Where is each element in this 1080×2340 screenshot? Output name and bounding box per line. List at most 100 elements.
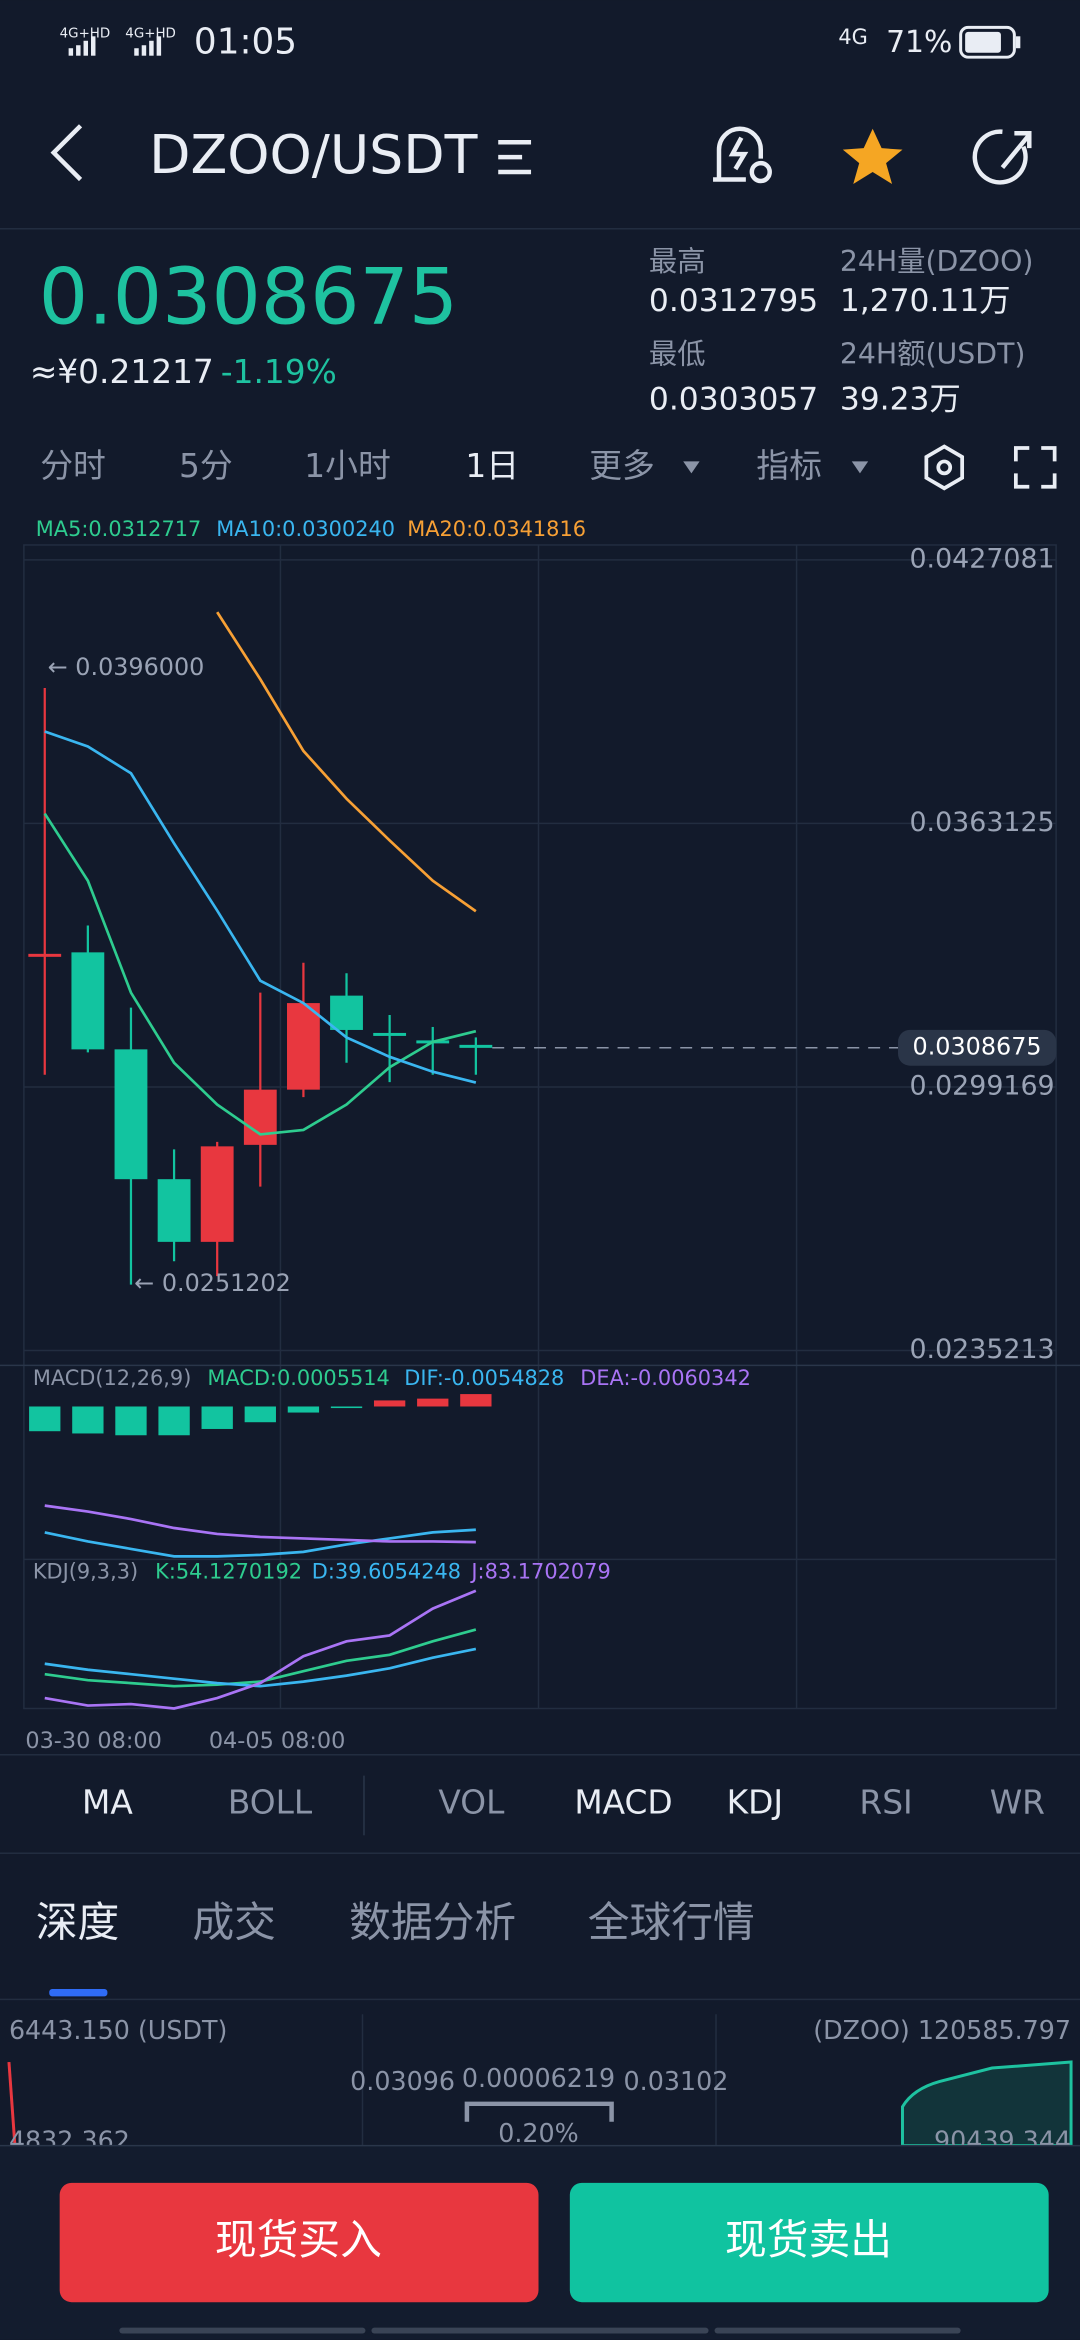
candle-body — [287, 1003, 320, 1090]
ma20-legend: MA20:0.0341816 — [407, 517, 586, 541]
interval-tab[interactable]: 分时 — [40, 447, 106, 485]
last-price: 0.0308675 — [39, 252, 458, 342]
dropdown-arrow — [851, 461, 869, 474]
macd-value: MACD:0.0005514 — [207, 1366, 389, 1390]
section-tab[interactable]: 全球行情 — [588, 1897, 755, 1946]
last-price-tag — [898, 1029, 1057, 1066]
dif-value: DIF:-0.0054828 — [404, 1366, 564, 1390]
candle-body — [373, 1032, 407, 1036]
sell-button[interactable] — [569, 2182, 1049, 2303]
buy-button-label[interactable]: 现货买入 — [215, 2215, 382, 2264]
kdj-title: KDJ(9,3,3) — [33, 1560, 138, 1584]
macd-bar — [287, 1406, 320, 1413]
favorite-star[interactable] — [842, 128, 903, 184]
macd-bar — [201, 1406, 233, 1429]
macd-bar — [115, 1406, 147, 1436]
candle-body — [157, 1179, 191, 1242]
indicator-tab[interactable]: BOLL — [228, 1783, 313, 1821]
depth-spread-pct: 0.20% — [498, 2118, 579, 2148]
stat-label: 24H量(DZOO) — [840, 245, 1034, 278]
depth-label: 6443.150 (USDT) — [9, 2015, 227, 2045]
stat-value: 0.0303057 — [649, 381, 818, 417]
stat-value: 39.23万 — [840, 381, 961, 417]
depth-bid-price: 0.03096 — [350, 2066, 455, 2096]
ma5-line — [43, 812, 477, 1136]
y-tick-label: 0.0299169 — [909, 1070, 1054, 1101]
alert-icon[interactable] — [713, 126, 772, 184]
candle-body — [459, 1044, 493, 1048]
depth-ask-area — [900, 2060, 1073, 2148]
signal-label: 4G+HD — [125, 26, 176, 41]
fullscreen-icon[interactable] — [1013, 446, 1057, 489]
cny-price: ≈¥0.21217 — [30, 353, 214, 391]
dropdown-arrow — [683, 461, 700, 474]
x-axis-label: 03-30 08:00 — [25, 1728, 162, 1754]
section-tab[interactable]: 成交 — [192, 1897, 276, 1946]
indicator-tab[interactable]: VOL — [438, 1783, 505, 1821]
ma20-line — [216, 611, 477, 913]
back-button[interactable] — [50, 124, 83, 182]
interval-tab[interactable]: 5分 — [179, 447, 233, 485]
k-value: K:54.1270192 — [155, 1560, 302, 1584]
macd-bar — [460, 1394, 492, 1407]
candle-body — [114, 1049, 148, 1180]
home-indicator — [119, 2327, 961, 2334]
macd-bar — [330, 1406, 363, 1409]
indicator-tab[interactable]: MACD — [574, 1783, 672, 1821]
interval-tab-active[interactable]: 1日 — [465, 447, 519, 485]
j-line — [44, 1589, 477, 1710]
change-percent: -1.19% — [221, 353, 337, 391]
settings-icon[interactable] — [924, 444, 965, 491]
section-tab[interactable]: 数据分析 — [349, 1897, 516, 1946]
macd-bar — [417, 1398, 449, 1407]
ma10-legend: MA10:0.0300240 — [216, 517, 395, 541]
d-value: D:39.6054248 — [312, 1560, 461, 1584]
d-line — [44, 1647, 477, 1688]
signal-label: 4G+HD — [60, 26, 111, 41]
j-value: J:83.1702079 — [469, 1560, 610, 1584]
settings-icon-dot — [936, 459, 953, 476]
x-axis-label: 04-05 08:00 — [209, 1728, 346, 1754]
depth-spread: 0.00006219 — [462, 2063, 615, 2093]
signal-icon — [68, 36, 96, 56]
macd-bar — [158, 1406, 190, 1436]
chart-frame — [23, 544, 1057, 1710]
ma10-line — [44, 730, 477, 1084]
last-price-tag-label: 0.0308675 — [913, 1032, 1042, 1060]
dif-line — [44, 1528, 476, 1558]
interval-more[interactable]: 更多 — [589, 447, 655, 485]
spread-bracket — [464, 2101, 614, 2122]
stat-value: 0.0312795 — [649, 283, 818, 319]
y-tick-label: 0.0235213 — [909, 1334, 1054, 1365]
share-icon[interactable] — [972, 129, 1032, 185]
min-price-label: ← 0.0251202 — [134, 1269, 291, 1297]
stat-label: 24H额(USDT) — [840, 338, 1026, 371]
candle-body — [28, 953, 62, 957]
ma5-legend: MA5:0.0312717 — [36, 517, 202, 541]
signal-icon — [134, 36, 162, 56]
buy-button[interactable] — [59, 2182, 539, 2303]
dea-line — [44, 1504, 476, 1544]
max-price-label: ← 0.0396000 — [48, 653, 205, 681]
interval-tab[interactable]: 1小时 — [304, 447, 390, 485]
indicator-tab[interactable]: WR — [990, 1783, 1045, 1821]
depth-bid-line — [7, 2061, 17, 2146]
indicator-tab[interactable]: MA — [82, 1783, 133, 1821]
pair-title[interactable]: DZOO/USDT — [149, 123, 477, 186]
indicator-tab[interactable]: RSI — [859, 1783, 912, 1821]
sell-button-label[interactable]: 现货卖出 — [725, 2215, 892, 2264]
section-tab-active[interactable]: 深度 — [36, 1897, 120, 1946]
battery-level: 71% — [886, 25, 952, 60]
macd-bar — [29, 1406, 61, 1432]
candle-body — [71, 952, 105, 1050]
y-tick-label: 0.0427081 — [909, 543, 1054, 574]
dea-value: DEA:-0.0060342 — [580, 1366, 751, 1390]
macd-bar — [244, 1406, 276, 1423]
indicator-tab[interactable]: KDJ — [727, 1783, 783, 1821]
pair-menu-icon[interactable] — [498, 139, 532, 175]
depth-ask-price: 0.03102 — [624, 2066, 729, 2096]
indicator-menu[interactable]: 指标 — [756, 447, 822, 485]
stat-value: 1,270.11万 — [840, 283, 1011, 319]
